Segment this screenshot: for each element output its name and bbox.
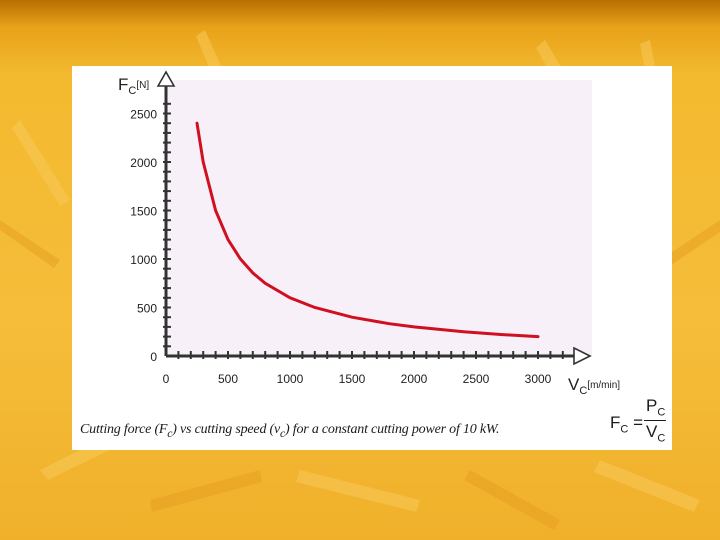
figure-panel: 0 500 1000 1500 2000 2500 3000 0 500 1000 1500 2000…: [72, 66, 672, 450]
x-tick-label: 0: [163, 372, 170, 386]
chart: 0 500 1000 1500 2000 2500 3000 0 500 1000 1500 2000…: [118, 70, 620, 397]
y-tick-label: 1000: [130, 253, 157, 267]
formula-denominator: VC: [646, 422, 666, 445]
y-axis-label: FC[N]: [118, 75, 149, 97]
y-tick-label: 1500: [130, 205, 157, 219]
x-axis-arrow: [573, 346, 592, 366]
figure-caption: Cutting force (Fc) vs cutting speed (vc)…: [80, 422, 500, 440]
y-tick-label: 500: [137, 302, 157, 316]
series-line: [195, 121, 540, 339]
x-tick-label: 1000: [277, 372, 304, 386]
formula: FC = PC VC: [608, 396, 670, 448]
x-tick-label: 2500: [463, 372, 490, 386]
formula-lhs: FC =: [610, 413, 644, 436]
x-tick-label: 3000: [525, 372, 552, 386]
plot-area: [166, 80, 592, 356]
y-tick-label: 0: [150, 350, 157, 364]
ticks: 0 500 1000 1500 2000 2500 3000 0 500 1000 1500 2000…: [130, 102, 564, 386]
y-tick-label: 2000: [130, 156, 157, 170]
y-tick-label: 2500: [130, 108, 157, 122]
formula-fraction-bar: [644, 420, 666, 421]
x-tick-label: 500: [218, 372, 238, 386]
x-axis-label: VC[m/min]: [568, 375, 620, 397]
x-tick-label: 1500: [339, 372, 366, 386]
x-tick-label: 2000: [401, 372, 428, 386]
y-axis-arrow: [156, 70, 176, 87]
formula-numerator: PC: [646, 396, 666, 419]
